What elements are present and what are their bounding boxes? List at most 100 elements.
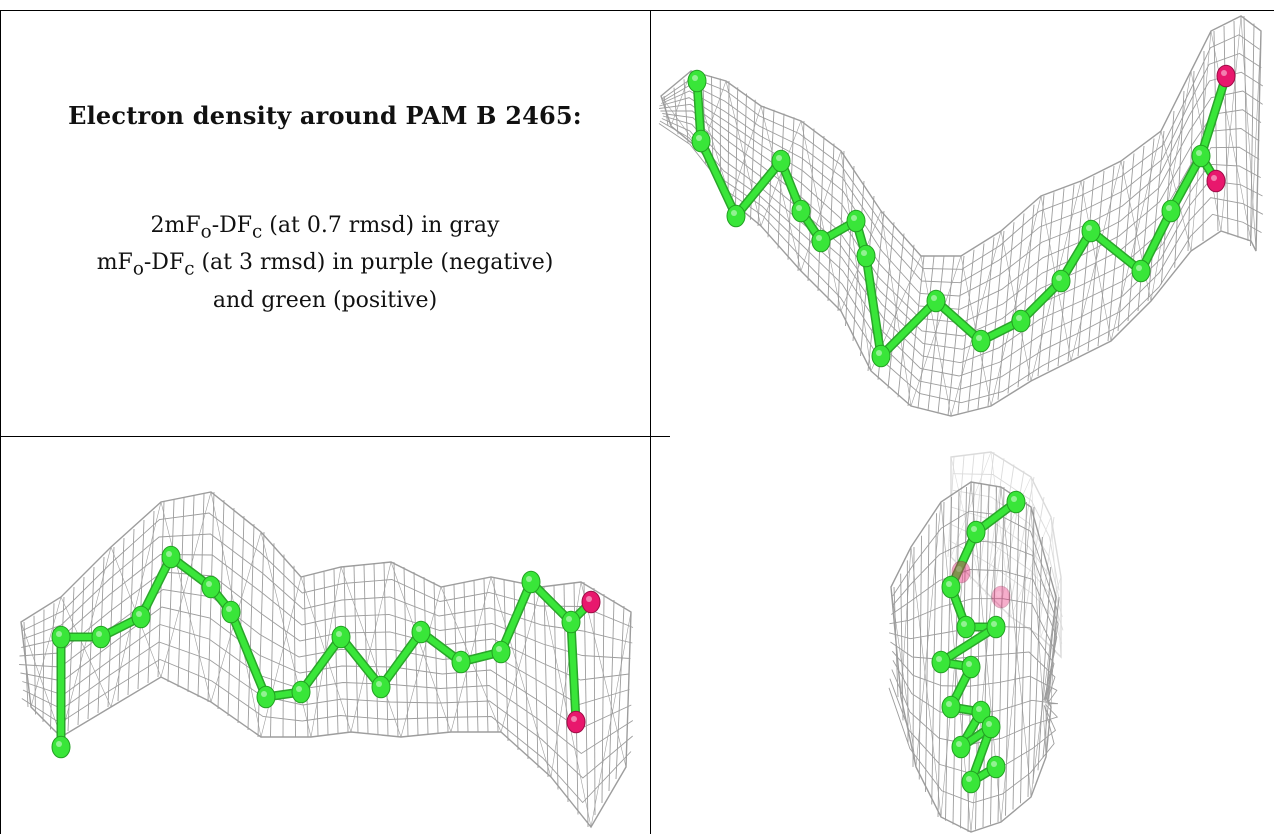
mesh-line [1243, 15, 1249, 242]
mesh-line [1000, 230, 1032, 382]
mesh-line [1030, 506, 1047, 758]
mesh-line [1030, 596, 1057, 798]
carbon-atom [1081, 219, 1101, 243]
atom-highlight [136, 611, 142, 617]
table-divider-horizontal-right [632, 436, 670, 437]
mesh-line [608, 599, 615, 792]
mesh-line [757, 105, 765, 227]
legend-line-1-sub1: o [200, 221, 212, 243]
legend-line-2-mid: -DF [143, 250, 185, 276]
density-mesh-view-3 [888, 451, 1064, 833]
mesh-line [987, 230, 1005, 407]
table-border-left [0, 10, 1, 834]
mesh-line [950, 230, 1002, 417]
mesh-line [393, 561, 399, 738]
mesh-line [906, 560, 909, 744]
carbon-atom [51, 735, 71, 759]
atom-highlight [56, 741, 62, 747]
atom-highlight [1196, 150, 1202, 156]
mesh-line [293, 565, 296, 738]
atom-highlight [571, 716, 577, 722]
mesh-line [892, 539, 1059, 699]
mesh-line [137, 519, 145, 690]
atom-highlight [96, 631, 102, 637]
mesh-line [433, 581, 439, 734]
atom-highlight [776, 155, 782, 161]
mesh-line [127, 528, 135, 696]
oxygen-atom [1216, 64, 1236, 88]
bond [698, 138, 739, 219]
atom-highlight [991, 761, 997, 767]
atom-highlight [696, 135, 702, 141]
mesh-line [661, 118, 1263, 377]
mesh-line [725, 80, 762, 227]
mesh-line [891, 569, 1058, 700]
mesh-line [22, 533, 633, 644]
legend-line-2-post: (at 3 rmsd) in purple (negative) [194, 250, 554, 276]
carbon-atom [846, 209, 866, 233]
mesh-line [970, 453, 985, 580]
carbon-atom [521, 570, 541, 594]
mesh-line [1022, 496, 1045, 628]
carbon-atom [1191, 144, 1211, 168]
mesh-line [662, 53, 1262, 284]
mesh-line [800, 120, 842, 312]
mesh-line [1050, 596, 1057, 708]
atom-highlight [946, 581, 952, 587]
carbon-atom [931, 650, 951, 674]
mesh-line [910, 546, 942, 818]
mesh-line [985, 458, 1005, 595]
table-divider-vertical [650, 10, 651, 834]
carbon-atom [961, 770, 981, 794]
mesh-line [1040, 576, 1062, 638]
bond [228, 609, 269, 700]
legend-line-2-sub1: o [132, 258, 144, 280]
atom-highlight [946, 701, 952, 707]
mesh-line [892, 510, 1058, 698]
carbon-atom [871, 344, 891, 368]
mesh-line [20, 606, 632, 730]
bond [1088, 228, 1144, 274]
mesh-line [948, 539, 1063, 644]
mesh-line [807, 128, 815, 282]
atom-highlight [931, 295, 937, 301]
table-border-top [0, 10, 1274, 11]
mesh-line [1027, 195, 1045, 382]
carbon-atom [561, 610, 581, 634]
carbon-atom [966, 520, 986, 544]
mesh-line [890, 641, 1056, 703]
mesh-line [900, 546, 912, 698]
atom-highlight [966, 776, 972, 782]
mesh-line [1027, 506, 1035, 798]
carbon-atom [771, 149, 791, 173]
mesh-line [952, 489, 1061, 604]
atom-chain [51, 545, 601, 759]
mesh-line [800, 150, 842, 272]
density-view-bottom-right [651, 437, 1274, 834]
atom-highlight [731, 210, 737, 216]
mesh-line [893, 586, 899, 698]
atom-highlight [566, 616, 572, 622]
carbon-atom [291, 680, 311, 704]
mesh-line [1110, 130, 1162, 342]
carbon-atom [1006, 490, 1026, 514]
mesh-line [659, 90, 1263, 310]
carbon-atom [986, 615, 1006, 639]
mesh-line [887, 233, 905, 389]
atom-highlight [1016, 315, 1022, 321]
atom-highlight [1166, 205, 1172, 211]
atom-highlight [986, 721, 992, 727]
carbon-atom [971, 329, 991, 353]
mesh-line [891, 650, 1058, 704]
mesh-line [910, 255, 962, 407]
mesh-line [1070, 160, 1122, 362]
atom-chain [931, 490, 1026, 794]
mesh-line [840, 150, 872, 372]
mesh-line [423, 576, 429, 735]
mesh-line [20, 621, 62, 738]
mesh-line [60, 596, 112, 708]
mesh-line [583, 581, 589, 828]
carbon-atom [856, 244, 876, 268]
mesh-line [951, 506, 1063, 618]
mesh-line [1240, 15, 1257, 252]
